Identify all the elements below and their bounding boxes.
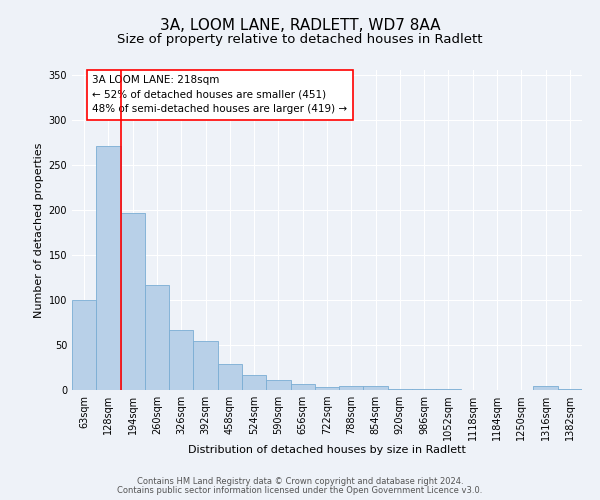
Bar (121, 214, 145, 390)
Bar (96, 146, 121, 390)
Bar (364, 386, 388, 390)
Bar (533, 386, 558, 390)
Bar (339, 386, 364, 390)
X-axis label: Distribution of detached houses by size in Radlett: Distribution of detached houses by size … (188, 444, 466, 454)
Bar (388, 389, 412, 390)
Bar (145, 286, 169, 390)
Bar (242, 374, 266, 390)
Y-axis label: Number of detached properties: Number of detached properties (34, 142, 44, 318)
Text: 3A LOOM LANE: 218sqm
← 52% of detached houses are smaller (451)
48% of semi-deta: 3A LOOM LANE: 218sqm ← 52% of detached h… (92, 75, 347, 114)
Bar (436, 389, 461, 390)
Text: Size of property relative to detached houses in Radlett: Size of property relative to detached ho… (117, 32, 483, 46)
Bar (169, 330, 193, 390)
Text: 3A, LOOM LANE, RADLETT, WD7 8AA: 3A, LOOM LANE, RADLETT, WD7 8AA (160, 18, 440, 32)
Bar (290, 384, 315, 390)
Bar (266, 380, 290, 390)
Text: Contains HM Land Registry data © Crown copyright and database right 2024.: Contains HM Land Registry data © Crown c… (137, 477, 463, 486)
Bar (218, 364, 242, 390)
Bar (72, 300, 96, 390)
Bar (412, 389, 436, 390)
Bar (558, 389, 582, 390)
Text: Contains public sector information licensed under the Open Government Licence v3: Contains public sector information licen… (118, 486, 482, 495)
Bar (315, 388, 339, 390)
Bar (193, 342, 218, 390)
